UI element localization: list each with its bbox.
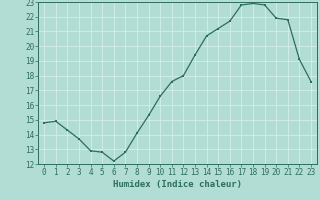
- X-axis label: Humidex (Indice chaleur): Humidex (Indice chaleur): [113, 180, 242, 189]
